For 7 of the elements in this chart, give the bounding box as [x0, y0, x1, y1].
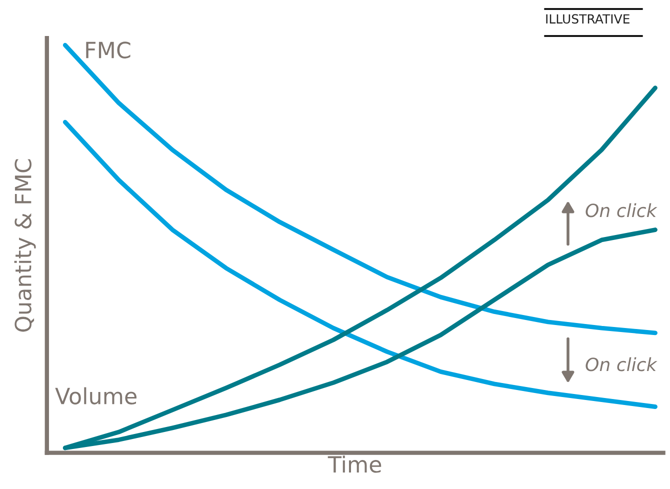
annotation: FMC	[86, 42, 130, 58]
text: ILLUSTRATIVE	[546, 14, 630, 24]
y-axis-title: Quantity & FMC	[14, 159, 36, 332]
annotation: On click	[586, 357, 658, 372]
annotation: Volume	[55, 387, 136, 404]
x-axis-title: Time	[328, 456, 382, 473]
annotation: On click	[586, 203, 658, 218]
